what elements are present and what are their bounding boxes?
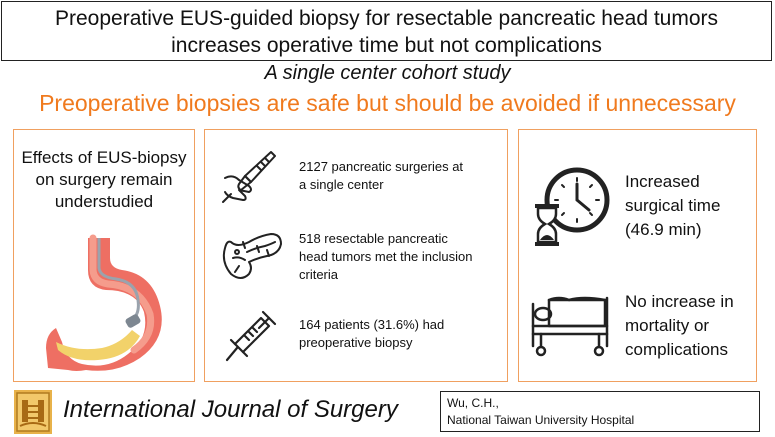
title-line-2: increases operative time but not complic… bbox=[171, 34, 602, 57]
results-2-line-2: mortality or bbox=[625, 316, 710, 335]
results-text-1: Increased surgical time (46.9 min) bbox=[625, 170, 720, 242]
clock-hourglass-icon bbox=[535, 167, 610, 246]
methods-3-line-1: 164 patients (31.6%) had bbox=[299, 317, 445, 332]
methods-2-line-1: 518 resectable pancreatic bbox=[299, 231, 448, 246]
methods-3-line-2: preoperative biopsy bbox=[299, 335, 413, 350]
tagline: Preoperative biopsies are safe but shoul… bbox=[39, 90, 736, 116]
results-2-line-3: complications bbox=[625, 340, 728, 359]
results-text-2: No increase in mortality or complication… bbox=[625, 290, 734, 362]
methods-1-line-2: a single center bbox=[299, 177, 384, 192]
title-line-1: Preoperative EUS-guided biopsy for resec… bbox=[54, 7, 719, 30]
methods-text-1: 2127 pancreatic surgeries at a single ce… bbox=[299, 158, 463, 194]
results-1-line-1: Increased bbox=[625, 172, 700, 191]
methods-1-line-1: 2127 pancreatic surgeries at bbox=[299, 159, 464, 174]
syringe-icon bbox=[225, 310, 277, 362]
background-line-1: Effects of EUS-biopsy bbox=[21, 148, 187, 167]
results-2-line-1: No increase in bbox=[625, 292, 734, 311]
methods-2-line-3: criteria bbox=[299, 267, 339, 282]
scalpel-hand-icon bbox=[222, 151, 276, 203]
author-name: Wu, C.H., bbox=[447, 396, 499, 410]
background-line-2: on surgery remain bbox=[35, 170, 173, 189]
results-1-line-3: (46.9 min) bbox=[625, 220, 702, 239]
panel-methods: 2127 pancreatic surgeries at a single ce… bbox=[204, 129, 508, 382]
methods-text-3: 164 patients (31.6%) had preoperative bi… bbox=[299, 316, 444, 352]
author-box: Wu, C.H., National Taiwan University Hos… bbox=[440, 391, 760, 432]
title-box: Preoperative EUS-guided biopsy for resec… bbox=[1, 1, 772, 61]
journal-name: International Journal of Surgery bbox=[63, 396, 398, 423]
hospital-bed-icon bbox=[531, 296, 609, 357]
journal-logo-icon bbox=[14, 390, 52, 434]
subtitle: A single center cohort study bbox=[264, 62, 511, 84]
author-affiliation: National Taiwan University Hospital bbox=[447, 413, 635, 427]
methods-text-2: 518 resectable pancreatic head tumors me… bbox=[299, 230, 472, 284]
panel-results: Increased surgical time (46.9 min) No in… bbox=[518, 129, 757, 382]
background-text: Effects of EUS-biopsy on surgery remain … bbox=[14, 147, 194, 213]
background-line-3: understudied bbox=[54, 192, 154, 211]
results-1-line-2: surgical time bbox=[625, 196, 721, 215]
pancreas-icon bbox=[222, 233, 282, 279]
stomach-endoscope-icon bbox=[46, 234, 162, 371]
methods-2-line-2: head tumors met the inclusion bbox=[299, 249, 473, 264]
panel-background: Effects of EUS-biopsy on surgery remain … bbox=[13, 129, 195, 382]
